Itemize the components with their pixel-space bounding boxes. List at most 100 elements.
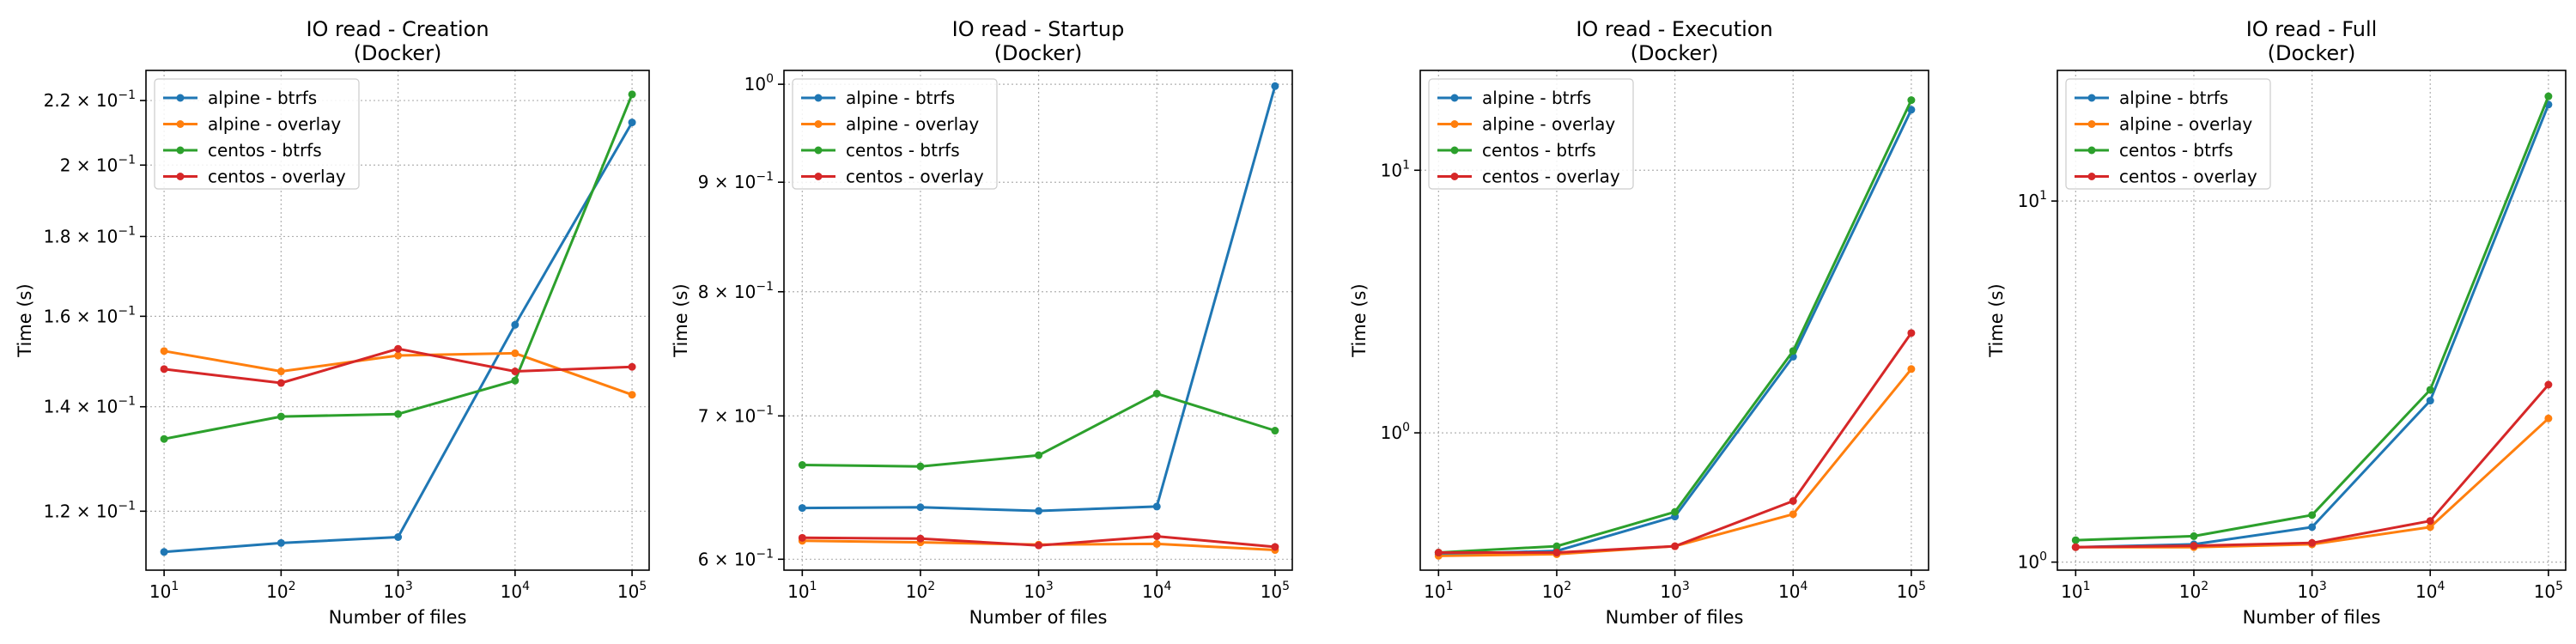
x-axis-label: Number of files (2243, 607, 2381, 628)
y-tick-label: 101 (2018, 189, 2047, 211)
y-tick-label: 2.2 × 10−1 (44, 88, 136, 111)
x-tick-label: 102 (266, 580, 295, 602)
data-point (1152, 389, 1161, 398)
legend-marker (2087, 146, 2096, 155)
data-point (628, 118, 636, 127)
data-point (2071, 536, 2080, 544)
x-tick-label: 102 (2179, 580, 2208, 602)
data-point (1907, 365, 1916, 374)
data-point (2544, 380, 2553, 389)
x-axis-label: Number of files (1606, 607, 1744, 628)
legend-marker (1450, 94, 1459, 102)
data-point (1907, 329, 1916, 337)
chart-subtitle: (Docker) (2268, 41, 2356, 65)
x-tick-label: 104 (2415, 580, 2445, 602)
data-point (1434, 549, 1443, 557)
data-point (916, 534, 925, 543)
legend-box (154, 78, 360, 190)
data-point (916, 503, 925, 512)
data-point (1552, 542, 1561, 550)
y-axis-label: Time (s) (671, 283, 691, 357)
legend-marker (176, 146, 185, 155)
legend-label: alpine - btrfs (208, 88, 317, 108)
legend: alpine - btrfs alpine - overlay centos - b… (2065, 78, 2271, 190)
data-point (394, 410, 403, 418)
y-tick-label: 100 (2018, 550, 2047, 573)
data-point (1152, 502, 1161, 511)
chart-title: IO read - Execution (1576, 17, 1772, 41)
data-point (1671, 542, 1680, 550)
y-tick-label: 9 × 10−1 (698, 170, 774, 192)
data-point (1035, 541, 1043, 550)
legend-marker (176, 173, 185, 180)
legend-label: centos - overlay (208, 167, 346, 187)
y-axis-label: Time (s) (15, 283, 35, 357)
y-tick-label: 2 × 10−1 (60, 153, 136, 175)
data-point (628, 391, 636, 399)
chart-panel-3: 101 102 103 104 105 100 101 IO read - Execution… (1349, 17, 1929, 628)
data-point (2071, 543, 2080, 551)
x-tick-label: 104 (1778, 580, 1807, 602)
legend-label: alpine - overlay (846, 114, 979, 135)
data-point (916, 462, 925, 471)
x-tick-label: 101 (787, 580, 817, 602)
data-point (511, 320, 519, 329)
legend-label: centos - btrfs (1482, 140, 1596, 161)
data-point (1152, 532, 1161, 541)
legend-label: centos - btrfs (2119, 140, 2233, 161)
legend-label: centos - overlay (846, 167, 984, 187)
data-point (394, 533, 403, 542)
data-point (1152, 539, 1161, 548)
data-point (2190, 542, 2198, 550)
legend-marker (814, 94, 823, 102)
data-point (1789, 496, 1797, 505)
legend-label: alpine - overlay (208, 114, 341, 135)
legend-label: alpine - btrfs (2119, 88, 2228, 108)
data-point (2426, 386, 2434, 394)
chart-panel-2: 101 102 103 104 105 6 × 10−1 7 × 10−1 8 × 10−1 9… (671, 17, 1293, 628)
x-tick-label: 101 (1424, 580, 1453, 602)
legend-marker (2087, 173, 2096, 180)
legend: alpine - btrfs alpine - overlay centos - b… (792, 78, 998, 190)
x-tick-label: 101 (149, 580, 179, 602)
x-tick-label: 104 (501, 580, 530, 602)
y-tick-label: 100 (744, 72, 774, 94)
data-point (1271, 543, 1279, 551)
legend-label: centos - overlay (1482, 167, 1620, 187)
legend: alpine - btrfs alpine - overlay centos - b… (154, 78, 360, 190)
data-point (394, 351, 403, 360)
legend-marker (814, 173, 823, 180)
data-point (1671, 507, 1680, 516)
data-point (2426, 523, 2434, 532)
chart-panel-4: 101 102 103 104 105 100 101 IO read - Full(Dock… (1986, 17, 2567, 628)
legend-marker (176, 94, 185, 102)
data-point (628, 362, 636, 371)
data-point (2426, 517, 2434, 526)
chart-title: IO read - Startup (952, 17, 1125, 41)
x-axis-label: Number of files (329, 607, 467, 628)
legend-box (792, 78, 998, 190)
y-tick-label: 1.6 × 10−1 (44, 304, 136, 326)
chart-title: IO read - Full (2246, 17, 2378, 41)
legend-marker (2087, 120, 2096, 128)
data-point (628, 90, 636, 99)
data-point (798, 461, 806, 470)
x-tick-label: 105 (1261, 580, 1290, 602)
data-point (276, 412, 285, 421)
data-point (2190, 532, 2198, 540)
legend-label: centos - btrfs (208, 140, 322, 161)
y-tick-label: 7 × 10−1 (698, 404, 774, 426)
data-point (1789, 347, 1797, 355)
x-tick-label: 102 (906, 580, 935, 602)
x-tick-label: 103 (383, 580, 412, 602)
y-axis-label: Time (s) (1986, 283, 2007, 357)
legend-label: alpine - overlay (1482, 114, 1615, 135)
y-tick-label: 1.4 × 10−1 (44, 395, 136, 417)
y-axis-label: Time (s) (1349, 283, 1370, 357)
y-tick-label: 1.8 × 10−1 (44, 224, 136, 246)
legend-marker (814, 120, 823, 128)
data-point (1789, 510, 1797, 519)
x-tick-label: 104 (1142, 580, 1171, 602)
y-tick-label: 101 (1381, 158, 1410, 180)
legend-marker (814, 146, 823, 155)
